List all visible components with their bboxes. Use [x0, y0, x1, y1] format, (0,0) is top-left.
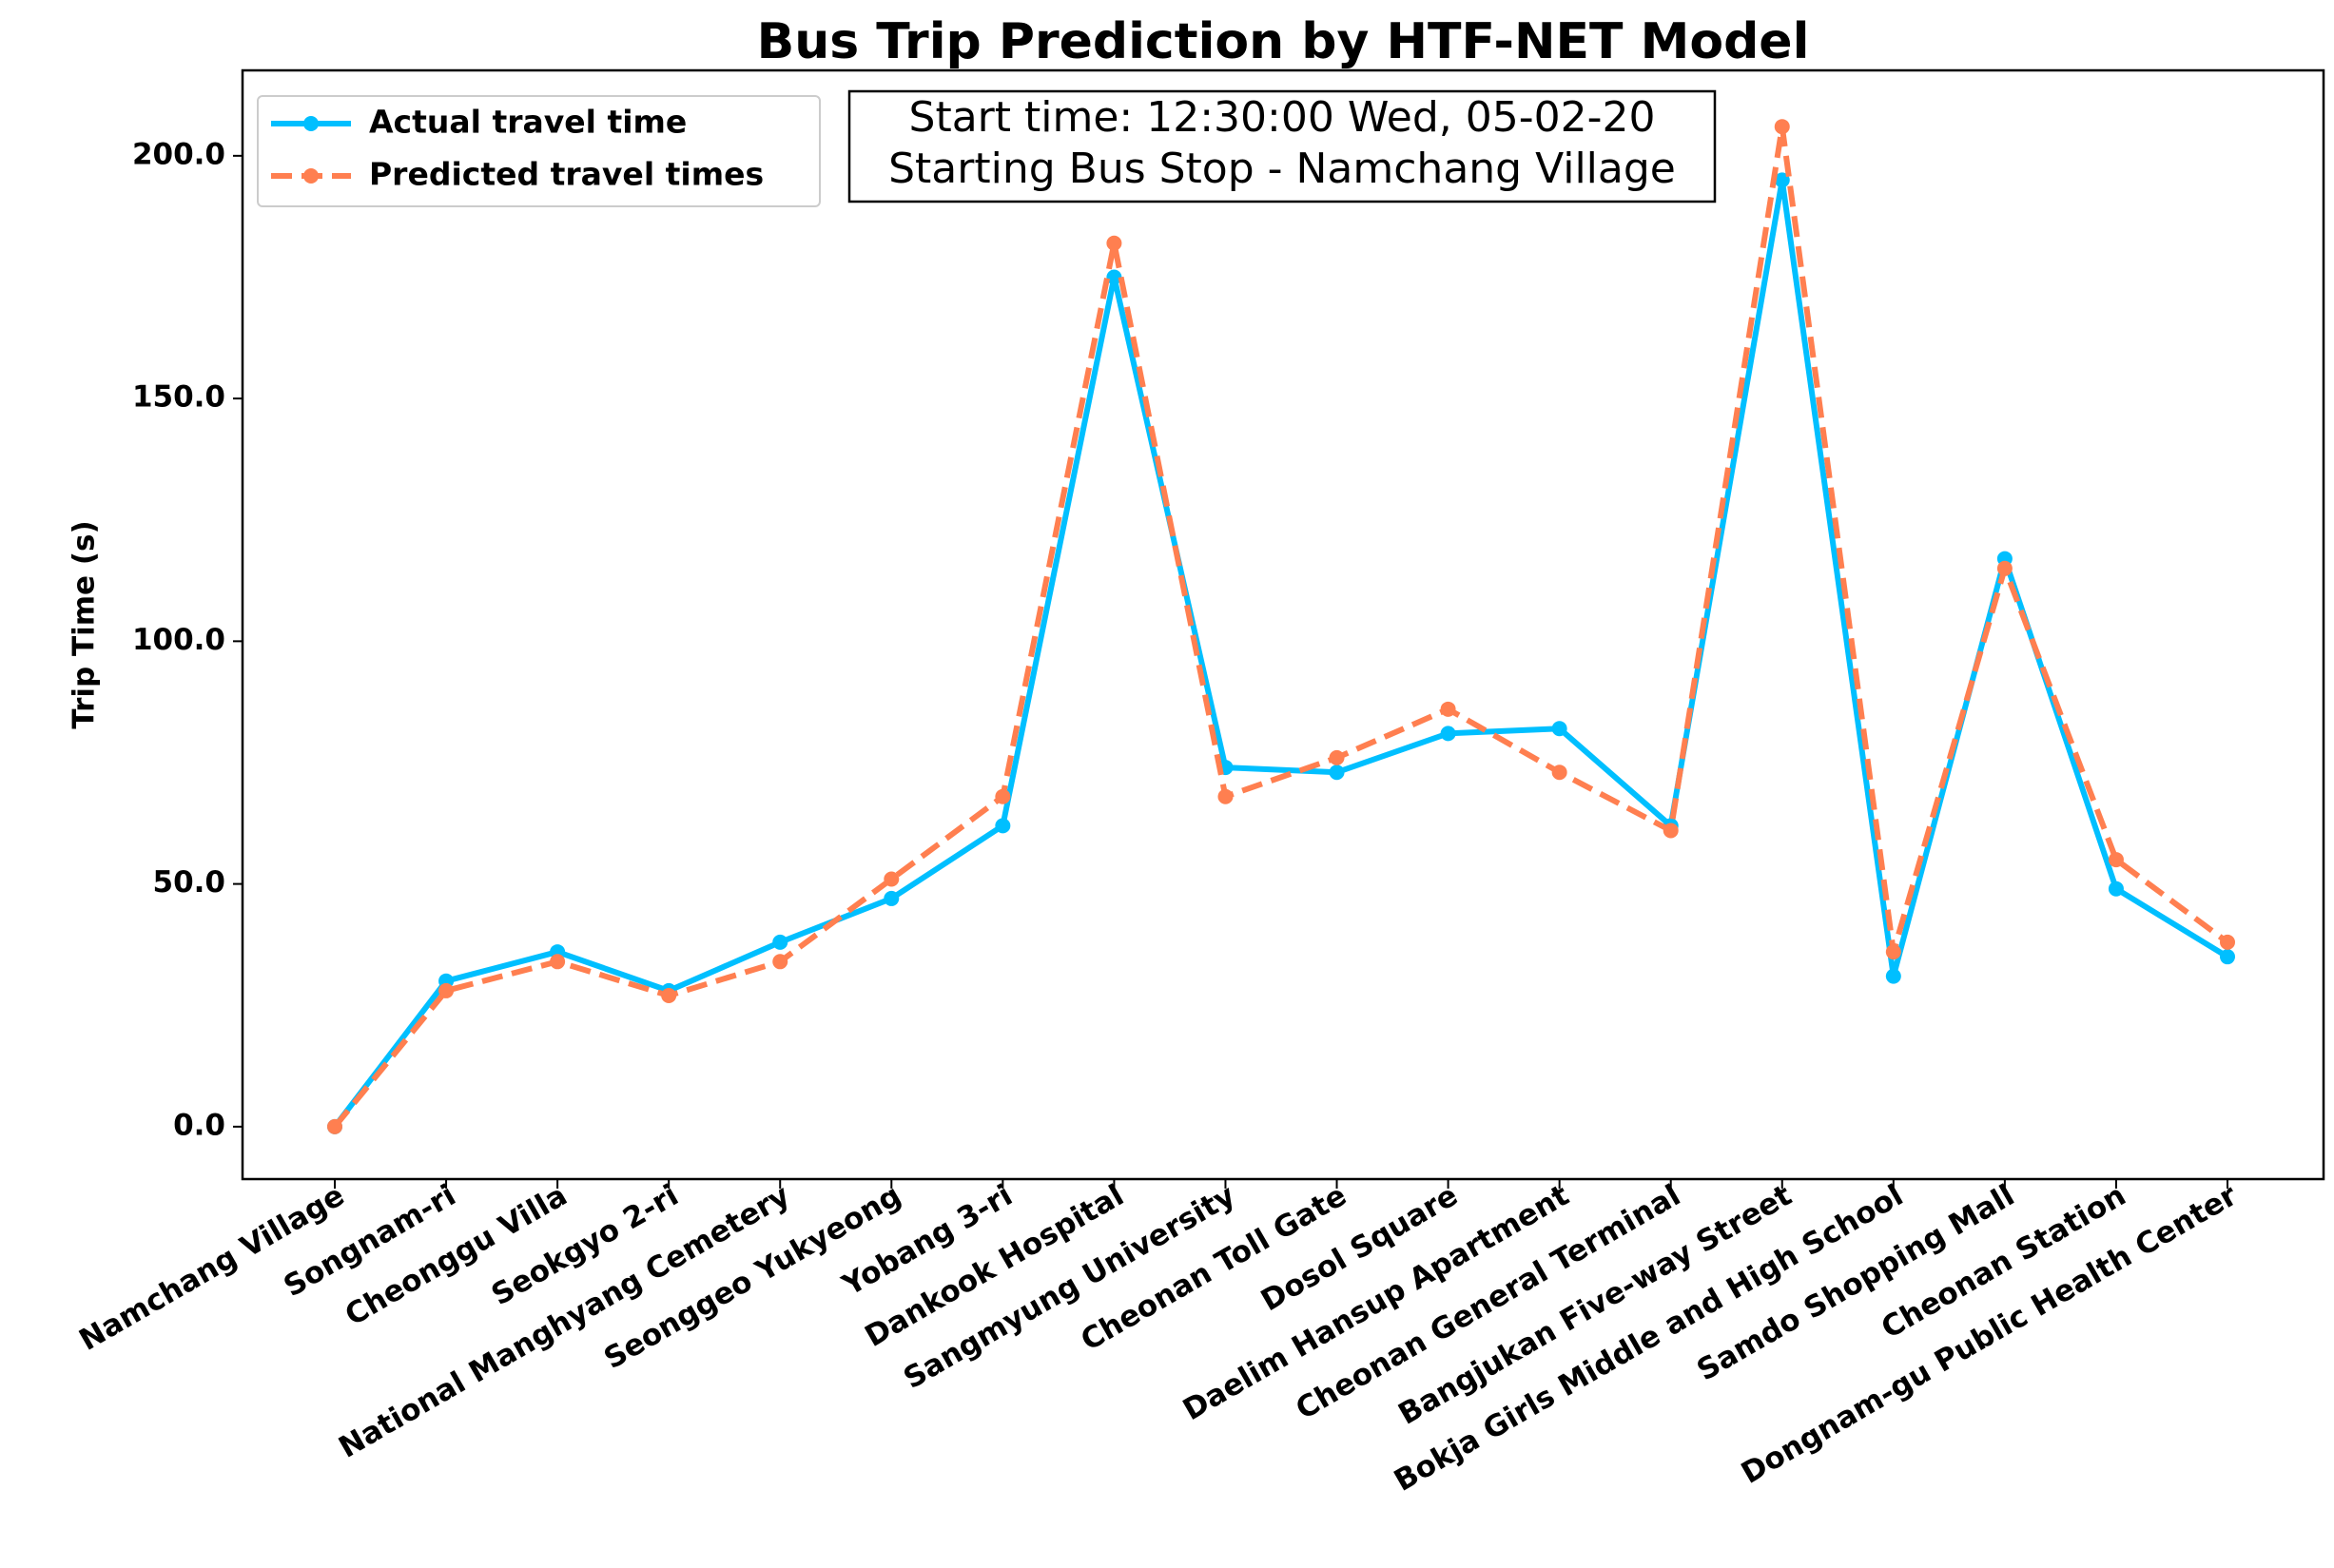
- annotation-text: Start time: 12:30:00 Wed, 05-02-20: [909, 93, 1656, 142]
- point: [1329, 765, 1345, 781]
- point: [661, 988, 677, 1004]
- point: [2108, 852, 2124, 868]
- y-tick-label: 100.0: [132, 623, 225, 657]
- point: [1885, 944, 1901, 960]
- point: [884, 890, 900, 906]
- point: [2108, 881, 2124, 897]
- annotation-text: Starting Bus Stop - Namchang Village: [888, 145, 1676, 193]
- y-tick-label: 50.0: [153, 865, 226, 900]
- point: [1106, 235, 1122, 251]
- series-line: [332, 177, 2229, 1129]
- legend-box: [257, 95, 821, 207]
- point: [995, 788, 1011, 804]
- point: [772, 934, 788, 950]
- plot-frame: [241, 68, 2325, 1181]
- y-tick-label: 150.0: [132, 380, 225, 415]
- point: [2220, 949, 2235, 965]
- point: [1885, 968, 1901, 984]
- point: [1440, 701, 1456, 717]
- series-line: [332, 124, 2229, 1129]
- point: [884, 871, 900, 887]
- point: [2220, 934, 2235, 950]
- y-tick-label: 200.0: [132, 137, 225, 171]
- legend-label: Actual travel time: [369, 104, 687, 141]
- point: [1551, 765, 1567, 781]
- legend-label: Predicted travel times: [369, 156, 764, 193]
- point: [550, 954, 566, 970]
- point: [1217, 788, 1234, 804]
- point: [1774, 119, 1790, 135]
- point: [1774, 172, 1790, 188]
- point: [438, 982, 455, 998]
- point: [1329, 749, 1345, 765]
- point: [772, 954, 788, 970]
- annotation-box: [847, 89, 1717, 203]
- point: [327, 1118, 342, 1134]
- point: [995, 818, 1011, 834]
- point: [1551, 721, 1567, 737]
- y-axis-label: Trip Time (s): [68, 520, 102, 728]
- point: [1663, 823, 1679, 839]
- legend-marker: [303, 116, 319, 131]
- point: [1996, 560, 2013, 576]
- chart-title: Bus Trip Prediction by HTF-NET Model: [757, 13, 1810, 70]
- y-tick-label: 0.0: [173, 1108, 225, 1142]
- point: [1106, 269, 1122, 285]
- legend-marker: [303, 168, 319, 184]
- point: [1440, 726, 1456, 742]
